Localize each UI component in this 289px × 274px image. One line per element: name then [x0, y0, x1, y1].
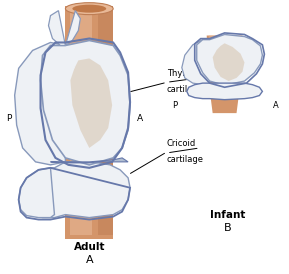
Polygon shape [213, 43, 244, 81]
Text: B: B [224, 222, 231, 233]
Polygon shape [71, 58, 112, 148]
Polygon shape [209, 36, 221, 98]
Polygon shape [15, 42, 65, 165]
Text: P: P [6, 114, 11, 122]
Polygon shape [197, 35, 262, 85]
Polygon shape [40, 41, 130, 165]
Text: A: A [137, 114, 143, 122]
Polygon shape [23, 162, 130, 218]
Ellipse shape [218, 37, 231, 40]
Polygon shape [19, 168, 54, 218]
Polygon shape [207, 36, 242, 98]
Bar [71, 6, 92, 235]
Ellipse shape [65, 3, 113, 15]
Ellipse shape [72, 5, 106, 13]
Bar [65, 200, 113, 239]
Polygon shape [51, 158, 128, 163]
Polygon shape [187, 83, 262, 100]
Text: cartilage: cartilage [167, 85, 204, 94]
Text: P: P [172, 101, 177, 110]
Text: Adult: Adult [73, 242, 105, 252]
Text: Thyroid: Thyroid [167, 69, 199, 78]
Text: Infant: Infant [210, 210, 245, 219]
Text: A: A [86, 255, 93, 266]
Text: cartilage: cartilage [167, 155, 204, 164]
Text: A: A [273, 101, 278, 110]
Polygon shape [182, 40, 210, 85]
Bar [65, 6, 113, 235]
Text: Cricoid: Cricoid [167, 139, 196, 148]
Bar [98, 6, 113, 235]
Polygon shape [211, 98, 238, 113]
Ellipse shape [215, 36, 234, 41]
Polygon shape [65, 11, 80, 45]
Polygon shape [49, 11, 65, 45]
